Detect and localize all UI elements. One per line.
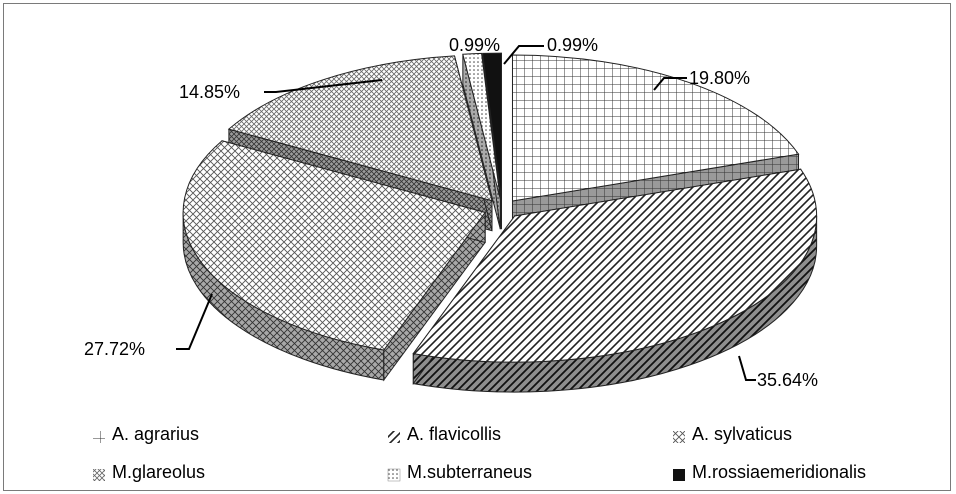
legend-label: A. sylvaticus	[692, 424, 793, 444]
slice-top	[182, 140, 486, 351]
fine-crosshatch-icon	[92, 466, 106, 481]
leader-line	[653, 77, 687, 91]
legend-item-m-glareolus: M.glareolus	[92, 462, 205, 483]
leader-line	[738, 355, 756, 381]
legend-item-a-agrarius: A. agrarius	[92, 424, 199, 445]
solid-square-icon	[672, 466, 686, 481]
slice-top	[482, 52, 502, 200]
data-label-m-glareolus: 14.85%	[179, 82, 240, 102]
slice-top	[462, 52, 501, 200]
legend-label: A. agrarius	[112, 424, 200, 444]
crosshatch-pattern-icon	[672, 428, 686, 443]
data-label-a-flavicollis: 35.64%	[757, 370, 818, 390]
pie-slice-a-sylvaticus	[182, 140, 486, 382]
chart-frame: 19.80% 35.64% 27.72% 14.85% 0.99% 0.99% A. ag…	[3, 3, 951, 491]
pie-slice-a-flavicollis	[412, 168, 818, 393]
data-label-a-sylvaticus: 27.72%	[84, 339, 145, 359]
data-label-a-agrarius: 19.80%	[689, 68, 750, 88]
pie-slices	[182, 52, 818, 393]
legend-label: M.rossiaemeridionalis	[692, 462, 867, 482]
data-label-m-rossiaemeridionalis: 0.99%	[547, 35, 598, 55]
data-label-m-subterraneus: 0.99%	[449, 35, 500, 55]
data-labels: 19.80% 35.64% 27.72% 14.85% 0.99% 0.99%	[84, 35, 818, 390]
pie-chart: 19.80% 35.64% 27.72% 14.85% 0.99% 0.99%	[84, 35, 818, 393]
grid-pattern-icon	[92, 428, 106, 443]
legend-item-a-flavicollis: A. flavicollis	[387, 424, 501, 445]
slice-top	[511, 54, 800, 202]
dotted-pattern-icon	[387, 466, 401, 481]
legend-label: A. flavicollis	[407, 424, 502, 444]
leader-line	[264, 79, 383, 93]
legend-label: M.subterraneus	[407, 462, 533, 482]
leader-line	[503, 45, 544, 65]
legend-item-m-rossiaemeridionalis: M.rossiaemeridionalis	[672, 462, 866, 483]
pie-slice-m-subterraneus	[462, 52, 501, 230]
leader-line	[176, 293, 213, 350]
diagonal-stripes-icon	[387, 428, 401, 443]
legend-item-m-subterraneus: M.subterraneus	[387, 462, 532, 483]
slice-top	[412, 168, 818, 363]
legend-item-a-sylvaticus: A. sylvaticus	[672, 424, 792, 445]
legend: A. agrarius A. flavicollis A. sylvaticus…	[4, 416, 952, 492]
legend-label: M.glareolus	[112, 462, 206, 482]
slice-top	[227, 55, 493, 202]
